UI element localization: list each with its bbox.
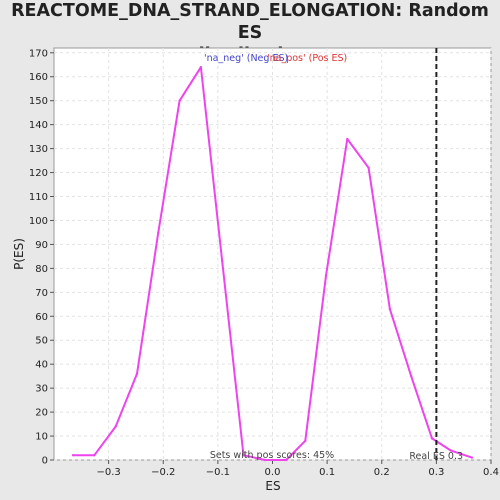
data-point bbox=[263, 458, 267, 462]
legend-pos-es: 'na_pos' (Pos ES) bbox=[267, 53, 347, 64]
data-point bbox=[221, 259, 224, 263]
data-point bbox=[135, 372, 139, 375]
pos-scores-text: Sets with pos scores: 45% bbox=[210, 450, 334, 461]
data-point bbox=[324, 274, 328, 277]
data-point bbox=[157, 231, 160, 234]
y-tick-label: 50 bbox=[35, 336, 48, 347]
y-tick-label: 120 bbox=[29, 168, 48, 179]
legend-neg-es: 'na_neg' (Neg ES) bbox=[204, 53, 288, 64]
data-point bbox=[470, 456, 474, 459]
data-point bbox=[71, 454, 75, 457]
y-tick-label: 130 bbox=[29, 144, 48, 155]
y-axis-label: P(ES) bbox=[12, 238, 26, 270]
y-tick-label: 0 bbox=[42, 456, 48, 467]
annotations: Real ES 0.3 Sets with pos scores: 45% 'na_… bbox=[204, 48, 463, 462]
data-point bbox=[93, 454, 96, 457]
y-tick-label: 110 bbox=[29, 192, 48, 203]
y-tick-label: 100 bbox=[29, 216, 48, 227]
grid bbox=[54, 48, 492, 461]
y-tick-label: 40 bbox=[35, 360, 48, 371]
y-tick-label: 140 bbox=[29, 120, 48, 131]
y-tick-label: 20 bbox=[35, 408, 48, 419]
data-point bbox=[178, 99, 181, 102]
y-tick-label: 160 bbox=[29, 72, 48, 83]
series-line bbox=[73, 66, 473, 461]
y-tick-label: 150 bbox=[29, 96, 48, 107]
x-tick-label: −0.3 bbox=[96, 467, 120, 478]
y-tick-label: 70 bbox=[35, 288, 48, 299]
data-point bbox=[410, 374, 413, 378]
data-point bbox=[114, 425, 117, 428]
x-axis-label: ES bbox=[265, 479, 280, 493]
chart-title-line1: REACTOME_DNA_STRAND_ELONGATION: Random E… bbox=[11, 1, 489, 43]
y-tick-label: 90 bbox=[35, 240, 48, 251]
x-tick-label: 0.2 bbox=[374, 467, 390, 478]
data-point bbox=[449, 449, 452, 452]
x-tick-label: 0.0 bbox=[265, 467, 281, 478]
y-tick-label: 30 bbox=[35, 384, 48, 395]
x-tick-label: 0.1 bbox=[319, 467, 335, 478]
data-point bbox=[242, 454, 245, 457]
data-point bbox=[346, 137, 349, 141]
data-point bbox=[199, 65, 203, 69]
series-layer bbox=[71, 65, 474, 462]
y-tick-label: 80 bbox=[35, 264, 48, 275]
axes: 0 10 20 30 40 50 60 70 80 90 100 110 120 130 140 150 160… bbox=[29, 48, 499, 478]
data-point bbox=[430, 437, 434, 440]
data-point bbox=[304, 439, 307, 443]
data-point bbox=[367, 166, 370, 169]
data-point bbox=[284, 458, 288, 462]
y-tick-label: 60 bbox=[35, 312, 48, 323]
y-tick-label: 10 bbox=[35, 432, 48, 443]
x-tick-label: 0.4 bbox=[483, 467, 499, 478]
x-tick-label: −0.1 bbox=[206, 467, 230, 478]
data-point bbox=[388, 307, 392, 311]
x-tick-label: −0.2 bbox=[151, 467, 175, 478]
real-es-label: Real ES 0.3 bbox=[409, 451, 463, 462]
x-tick-label: 0.3 bbox=[428, 467, 444, 478]
y-tick-label: 170 bbox=[29, 48, 48, 59]
